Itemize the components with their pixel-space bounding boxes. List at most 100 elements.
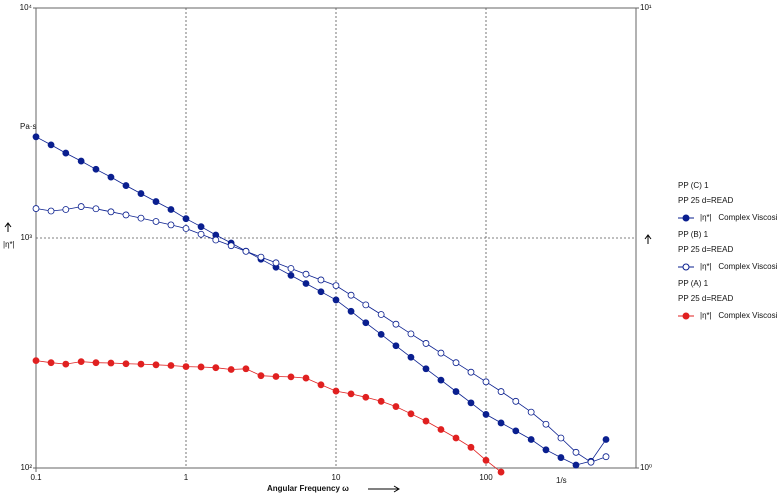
data-point bbox=[182, 225, 190, 232]
data-point bbox=[392, 342, 400, 350]
data-point bbox=[347, 291, 355, 299]
legend-label: |η*| Complex Viscosi bbox=[700, 262, 778, 271]
data-point bbox=[227, 366, 235, 373]
y2-tick-label: 10⁰ bbox=[640, 463, 652, 472]
data-point bbox=[122, 182, 130, 189]
data-point bbox=[332, 282, 340, 289]
data-point bbox=[557, 454, 565, 461]
data-point bbox=[302, 270, 310, 278]
data-point bbox=[392, 403, 400, 410]
data-point bbox=[572, 461, 580, 469]
data-point bbox=[482, 456, 490, 464]
series-line bbox=[35, 360, 502, 473]
data-point bbox=[77, 358, 85, 366]
series-line bbox=[35, 206, 607, 463]
data-point bbox=[377, 397, 385, 405]
data-point bbox=[152, 198, 160, 205]
data-point bbox=[422, 340, 430, 347]
data-point bbox=[212, 364, 220, 372]
data-point bbox=[392, 320, 400, 328]
data-point bbox=[302, 280, 310, 287]
data-point bbox=[77, 157, 85, 165]
data-point bbox=[317, 381, 325, 389]
data-point bbox=[422, 417, 430, 425]
data-point bbox=[122, 211, 130, 219]
data-point bbox=[167, 362, 175, 369]
data-point bbox=[107, 173, 115, 181]
data-point bbox=[92, 359, 100, 367]
x-unit: 1/s bbox=[556, 476, 567, 485]
legend-label: |η*| Complex Viscosi bbox=[700, 311, 778, 320]
data-point bbox=[602, 453, 610, 461]
y-unit: Pa·s bbox=[20, 122, 36, 131]
data-point bbox=[62, 206, 70, 213]
data-point bbox=[287, 373, 295, 381]
data-point bbox=[452, 434, 460, 442]
data-point bbox=[122, 360, 130, 368]
x-tick-label: 100 bbox=[479, 473, 493, 482]
data-point bbox=[557, 434, 565, 442]
data-point bbox=[347, 307, 355, 315]
data-point bbox=[92, 165, 100, 173]
legend-marker bbox=[682, 263, 690, 271]
data-point bbox=[287, 265, 295, 272]
data-point bbox=[257, 372, 265, 380]
y-arrow bbox=[4, 222, 12, 232]
data-point bbox=[242, 365, 250, 373]
y-tick-label: 10³ bbox=[20, 233, 32, 242]
data-point bbox=[182, 363, 190, 370]
data-point bbox=[242, 247, 250, 255]
data-point bbox=[272, 259, 280, 267]
data-point bbox=[317, 288, 325, 296]
data-point bbox=[377, 311, 385, 318]
data-point bbox=[32, 205, 40, 212]
data-point bbox=[512, 397, 520, 405]
data-point bbox=[467, 368, 475, 376]
legend-sample: PP (C) 1 bbox=[678, 181, 709, 190]
data-point bbox=[347, 390, 355, 398]
y-tick-label: 10⁴ bbox=[20, 3, 33, 12]
x-tick-label: 0.1 bbox=[30, 473, 42, 482]
data-point bbox=[227, 242, 235, 250]
data-point bbox=[107, 208, 115, 216]
data-point bbox=[377, 330, 385, 338]
x-tick-label: 10 bbox=[332, 473, 341, 482]
data-point bbox=[167, 221, 175, 229]
data-point bbox=[452, 359, 460, 367]
data-point bbox=[77, 203, 85, 210]
data-point bbox=[452, 388, 460, 395]
legend-marker bbox=[682, 312, 690, 320]
data-point bbox=[602, 436, 610, 443]
legend-setup: PP 25 d=READ bbox=[678, 196, 733, 205]
data-point bbox=[317, 276, 325, 284]
data-point bbox=[497, 419, 505, 427]
y2-tick-label: 10¹ bbox=[640, 3, 652, 12]
data-point bbox=[287, 271, 295, 279]
legend-setup: PP 25 d=READ bbox=[678, 245, 733, 254]
data-point bbox=[137, 360, 145, 368]
data-point bbox=[32, 357, 40, 365]
data-point bbox=[362, 301, 370, 309]
y-label: |η*| bbox=[3, 240, 15, 249]
data-point bbox=[437, 426, 445, 433]
data-point bbox=[272, 373, 280, 380]
data-point bbox=[47, 207, 55, 215]
data-point bbox=[197, 223, 205, 231]
data-point bbox=[467, 399, 475, 407]
data-point bbox=[362, 393, 370, 401]
data-point bbox=[62, 149, 70, 157]
data-point bbox=[527, 436, 535, 443]
data-point bbox=[467, 443, 475, 451]
data-point bbox=[407, 410, 415, 418]
data-point bbox=[362, 319, 370, 327]
data-point bbox=[137, 214, 145, 222]
data-point bbox=[302, 374, 310, 382]
data-point bbox=[407, 353, 415, 361]
x-label: Angular Frequency ω bbox=[267, 484, 349, 493]
data-point bbox=[107, 359, 115, 367]
legend-sample: PP (A) 1 bbox=[678, 279, 709, 288]
legend-marker bbox=[682, 214, 690, 222]
data-point bbox=[182, 215, 190, 223]
data-point bbox=[197, 363, 205, 371]
